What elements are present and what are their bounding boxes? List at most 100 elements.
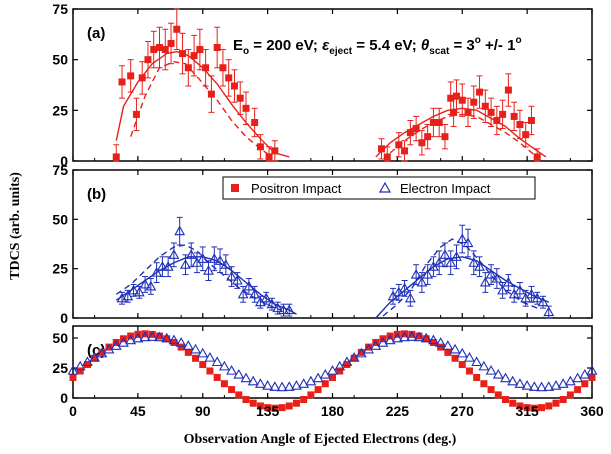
electron-theory-point [420, 332, 432, 343]
positron-data-point [256, 143, 264, 151]
positron-theory-point [530, 404, 538, 412]
electron-data-point [543, 306, 555, 317]
positron-data-point [424, 133, 432, 141]
electron-theory-point [406, 331, 418, 341]
electron-data-point [162, 261, 174, 271]
electron-theory-point [536, 381, 547, 392]
positron-fit-line [115, 50, 547, 158]
positron-data-point [251, 118, 259, 126]
positron-theory-point [170, 339, 178, 347]
y-tick-label: 75 [52, 1, 68, 17]
electron-theory-point [283, 381, 295, 391]
electron-data-point [433, 257, 445, 267]
x-tick-label: 315 [515, 403, 539, 419]
positron-data-point [202, 64, 210, 72]
y-axis-title: TDCS (arb. units) [8, 172, 23, 280]
legend-electron-marker [378, 181, 392, 193]
electron-theory-point [528, 381, 540, 391]
positron-theory-point [292, 399, 300, 407]
electron-data-point [214, 255, 226, 265]
panel-a: 0 25 50 75 (a) [52, 1, 593, 169]
electron-data-point [272, 302, 284, 313]
positron-theory-point [581, 380, 589, 388]
electron-data-point [485, 268, 497, 279]
electron-data-point [422, 268, 434, 279]
electron-theory-point [564, 375, 576, 386]
positron-theory-point [105, 343, 113, 351]
positron-data-point [383, 153, 391, 161]
positron-theory-point [574, 386, 582, 394]
positron-data-point [150, 46, 158, 54]
positron-theory-point [538, 404, 546, 412]
electron-data-point [497, 284, 509, 295]
electron-theory-point [485, 364, 497, 375]
panel-label: (a) [87, 25, 105, 42]
x-tick-label: 135 [256, 403, 280, 419]
electron-data-point [128, 284, 139, 295]
positron-data-point [499, 110, 507, 118]
positron-theory-point [220, 380, 228, 388]
legend-electron-label: Electron Impact [400, 181, 491, 196]
electron-theory-point [269, 381, 281, 391]
electron-theory-point [557, 378, 569, 388]
positron-theory-point [444, 348, 452, 356]
electron-data-point [456, 233, 468, 244]
positron-data-point [161, 46, 169, 54]
positron-data-point [527, 116, 535, 124]
electron-theory-point [298, 378, 310, 388]
electron-data-point [151, 266, 163, 277]
positron-theory-point [285, 402, 293, 410]
positron-theory-point [156, 332, 163, 340]
x-axis-title: Observation Angle of Ejected Electrons (… [184, 432, 457, 447]
electron-data-point [404, 292, 416, 303]
positron-data-point [516, 121, 524, 129]
positron-theory-point [566, 391, 574, 399]
positron-data-point [236, 94, 244, 102]
positron-data-point [132, 110, 140, 118]
positron-theory-point [480, 380, 488, 388]
electron-theory-point [247, 375, 259, 386]
electron-data-point [185, 249, 197, 259]
y-tick-label: 50 [52, 211, 68, 227]
positron-theory-point [76, 367, 84, 375]
positron-theory-point [422, 335, 430, 343]
electron-theory-point [262, 380, 274, 390]
positron-data-point [156, 44, 163, 52]
electron-theory-point [233, 368, 245, 379]
positron-theory-point [256, 402, 264, 410]
positron-data-point [441, 133, 449, 141]
electron-theory-point [442, 340, 454, 350]
electron-theory-point [543, 381, 555, 391]
electron-data-point [410, 268, 422, 279]
electron-theory-point [384, 334, 396, 345]
electron-data-point [399, 282, 411, 293]
electron-theory-point [456, 347, 468, 358]
x-tick-label: 360 [580, 403, 604, 419]
electron-data-point [462, 237, 474, 248]
y-tick-label: 25 [52, 360, 68, 376]
electron-theory-point [363, 343, 374, 354]
electron-theory-point [464, 352, 475, 362]
electron-theory-point [492, 368, 504, 379]
positron-theory-point [545, 402, 553, 410]
electron-data-point [278, 304, 289, 315]
positron-theory-point [112, 339, 120, 347]
positron-data-point [395, 141, 403, 149]
electron-data-point [502, 276, 514, 287]
electron-theory-point [211, 356, 223, 367]
positron-theory-point [451, 354, 459, 362]
electron-theory-point [507, 375, 519, 386]
x-tick-label: 0 [69, 403, 77, 419]
positron-theory-point [314, 386, 322, 394]
positron-theory-point [213, 373, 221, 381]
positron-data-point [242, 104, 250, 112]
positron-theory-point [184, 348, 192, 356]
electron-theory-point [435, 337, 447, 347]
electron-theory-point [550, 380, 562, 390]
positron-data-point [167, 39, 175, 47]
electron-theory-point [190, 343, 201, 354]
positron-data-point [219, 64, 227, 72]
positron-theory-point [516, 402, 524, 410]
